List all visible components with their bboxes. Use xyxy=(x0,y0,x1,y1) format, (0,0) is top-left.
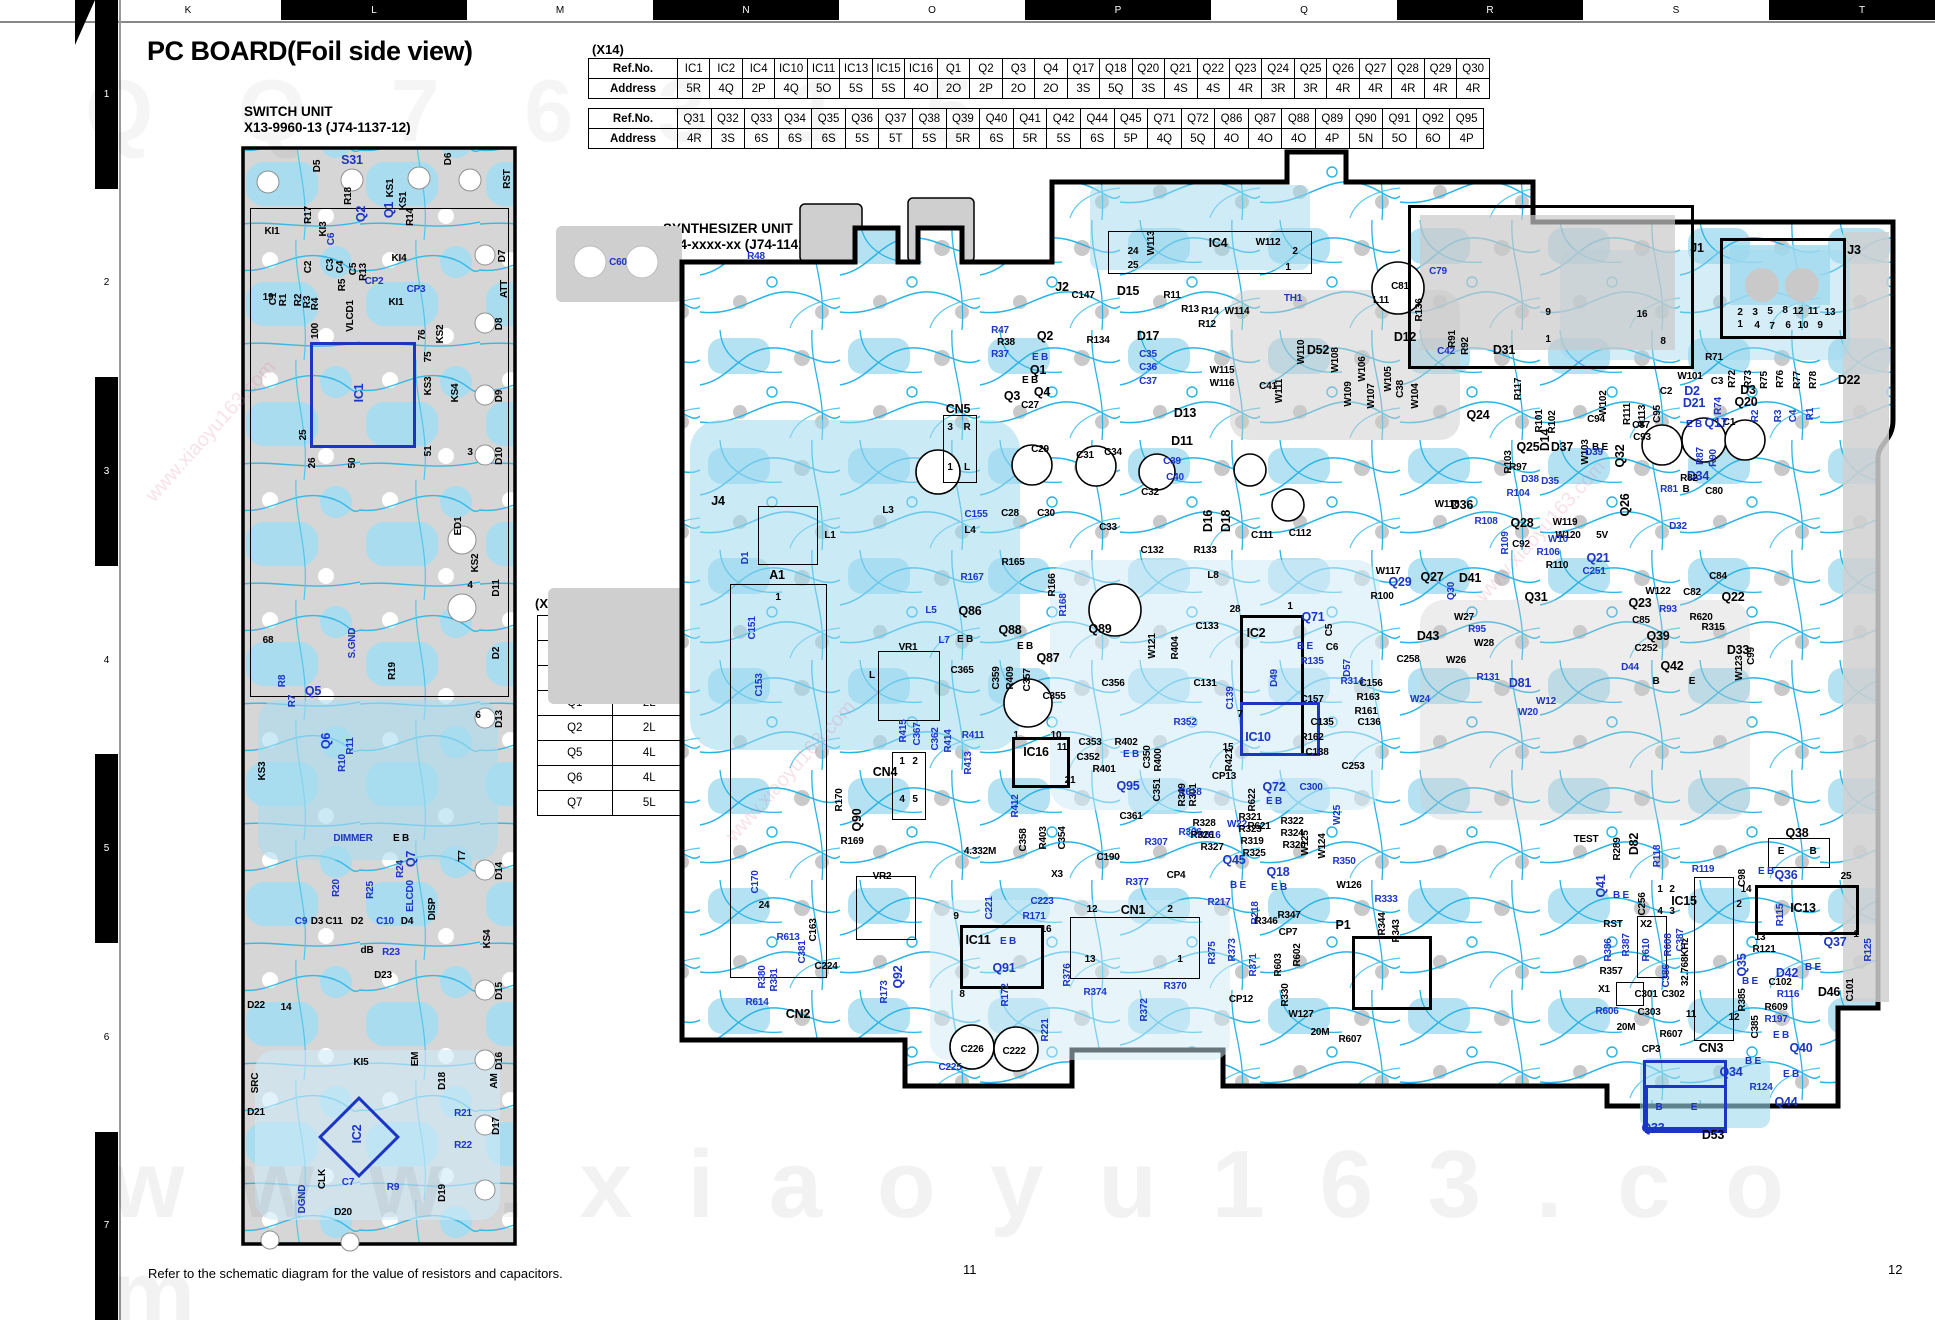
table-cell: Q88 xyxy=(1281,108,1316,129)
table-cell: Q1 xyxy=(936,58,971,79)
table-cell: Q28 xyxy=(1391,58,1425,79)
table-cell: 5S xyxy=(839,78,873,99)
table-cell: 6S xyxy=(811,128,846,149)
table-cell: 4O xyxy=(1214,128,1249,149)
table-cell: Q18 xyxy=(1099,58,1133,79)
table-cell: 5O xyxy=(806,78,841,99)
table-cell: 4Q xyxy=(774,78,808,99)
table-cell: 2P xyxy=(969,78,1003,99)
table-cell: 5R xyxy=(945,128,981,149)
table-cell: 4R xyxy=(1423,78,1458,99)
table-cell: 3S xyxy=(1131,78,1166,99)
table-cell: 4L xyxy=(611,765,687,791)
table-cell: 6S xyxy=(979,128,1014,149)
column-ruler-cell-T: T xyxy=(1769,0,1935,20)
page-title: PC BOARD(Foil side view) xyxy=(147,36,473,66)
table-cell: Q33 xyxy=(744,108,779,129)
table-cell: 6S xyxy=(777,128,813,149)
table-cell: 4O xyxy=(1247,128,1283,149)
table-cell: 5P xyxy=(1113,128,1149,149)
table-cell: 6S xyxy=(744,128,779,149)
table-cell: 5R xyxy=(676,78,711,99)
page-number-right: 12 xyxy=(1888,1262,1903,1277)
table-cell: 5N xyxy=(1348,128,1384,149)
table-cell: 3R xyxy=(1261,78,1295,99)
table-cell: Q86 xyxy=(1214,108,1249,129)
table-cell: IC13 xyxy=(839,58,873,79)
column-ruler-cell-K: K xyxy=(95,0,281,20)
table-cell: Q71 xyxy=(1147,108,1182,129)
table-cell: Q37 xyxy=(878,108,914,129)
table-cell: 4Q xyxy=(709,78,743,99)
table-cell: 2P xyxy=(741,78,776,99)
column-ruler-cell-Q: Q xyxy=(1211,0,1397,20)
table-cell: 5L xyxy=(611,790,687,816)
reference-address-table: Ref.No. IC1 IC2 IC4 IC10 IC11 IC13 IC15 IC16 Q1 Q2… xyxy=(588,58,1490,99)
table-cell: 5Q xyxy=(1180,128,1216,149)
table-row-header: Address xyxy=(588,128,678,149)
table-cell: 2O xyxy=(1001,78,1036,99)
table-cell: 4O xyxy=(1281,128,1316,149)
table-cell: 4R xyxy=(1456,78,1490,99)
column-ruler-line xyxy=(0,21,1935,23)
switch-unit-part-number: X13-9960-13 (J74-1137-12) xyxy=(244,120,411,135)
switch-unit-name: SWITCH UNIT xyxy=(244,104,333,119)
column-ruler-cell-S: S xyxy=(1583,0,1769,20)
column-ruler-cell-M: M xyxy=(467,0,653,20)
x14-table-label: (X14) xyxy=(592,42,624,57)
table-cell: 4R xyxy=(677,128,712,149)
page-corner-wedge xyxy=(75,0,95,45)
table-cell: IC16 xyxy=(904,58,938,79)
table-cell: Q40 xyxy=(979,108,1014,129)
row-ruler-cell-7: 7 xyxy=(95,1131,118,1320)
table-cell: Q30 xyxy=(1456,58,1490,79)
table-cell: Q39 xyxy=(945,108,981,129)
table-cell: 5S xyxy=(912,128,947,149)
table-cell: 2O xyxy=(936,78,971,99)
table-cell: 4S xyxy=(1164,78,1198,99)
table-cell: 5T xyxy=(878,128,914,149)
reference-address-table: Ref.No. Q31 Q32 Q33 Q34 Q35 Q36 Q37 Q38 Q39 Q40 Q41… xyxy=(588,108,1484,149)
table-cell: Q34 xyxy=(777,108,813,129)
table-cell: 6S xyxy=(1079,128,1115,149)
table-cell: Q6 xyxy=(537,765,613,791)
column-ruler-cell-O: O xyxy=(839,0,1025,20)
table-cell: 3S xyxy=(710,128,746,149)
page-number-left: 11 xyxy=(963,1262,977,1277)
table-cell: 5S xyxy=(844,128,880,149)
table-cell: Q27 xyxy=(1358,58,1393,79)
row-ruler-line xyxy=(119,0,121,1320)
switch-unit-title: SWITCH UNIT X13-9960-13 (J74-1137-12) xyxy=(244,104,411,136)
table-cell: Q25 xyxy=(1293,58,1328,79)
table-cell: 4P xyxy=(1449,128,1484,149)
synthesizer-unit-name: SYNTHESIZER UNIT xyxy=(663,221,793,236)
table-cell: 4L xyxy=(611,740,687,766)
footer-note: Refer to the schematic diagram for the v… xyxy=(148,1266,563,1281)
table-cell: Q7 xyxy=(537,790,613,816)
table-cell: 4S xyxy=(1196,78,1230,99)
column-ruler-cell-L: L xyxy=(281,0,467,20)
column-ruler-cell-P: P xyxy=(1025,0,1211,20)
table-cell: 4R xyxy=(1228,78,1263,99)
table-cell: 5S xyxy=(871,78,906,99)
table-cell: Q38 xyxy=(912,108,947,129)
table-cell: 5Q xyxy=(1099,78,1133,99)
table-cell: 5S xyxy=(1046,128,1081,149)
table-cell: Q31 xyxy=(677,108,712,129)
table-cell: 5R xyxy=(1012,128,1048,149)
table-cell: 4R xyxy=(1358,78,1393,99)
table-cell: 2L xyxy=(611,715,687,741)
column-ruler-cell-R: R xyxy=(1397,0,1583,20)
column-ruler-cell-N: N xyxy=(653,0,839,20)
